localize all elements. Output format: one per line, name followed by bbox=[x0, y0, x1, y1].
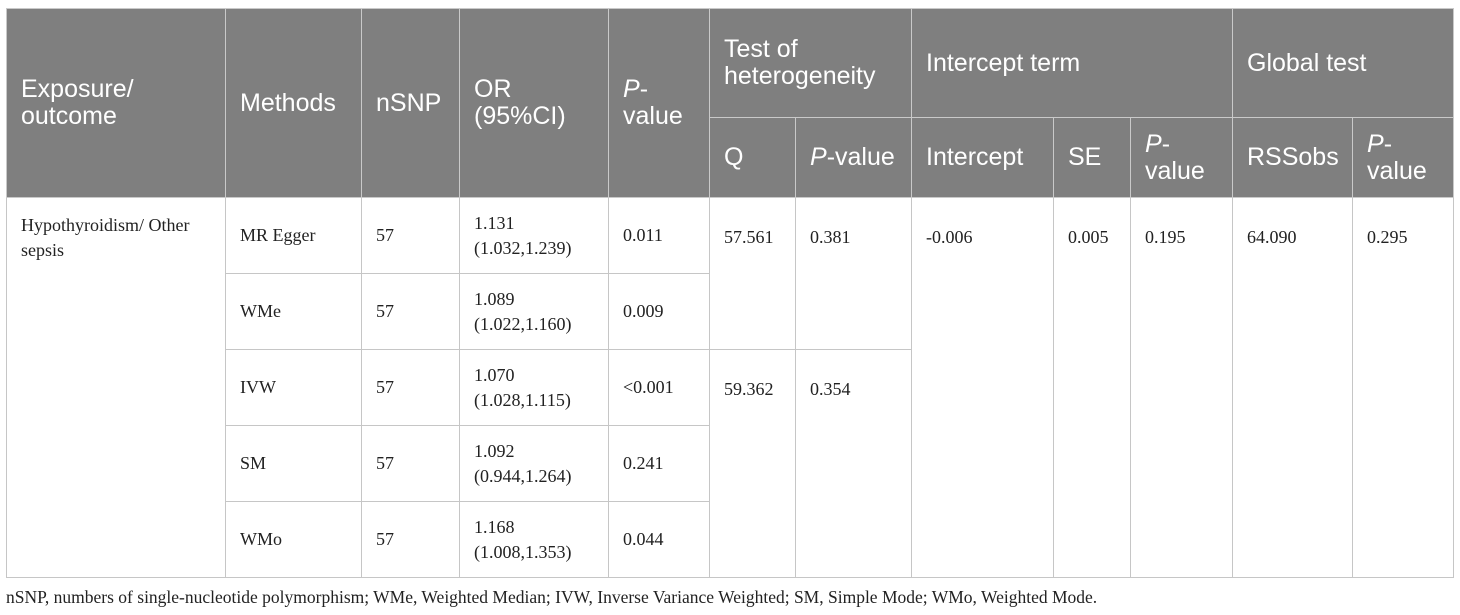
global-p-cell: 0.295 bbox=[1351, 197, 1455, 578]
mr-results-table: Exposure/ outcome Methods nSNP OR (95%CI… bbox=[6, 8, 1455, 578]
nsnp-cell: 57 bbox=[361, 273, 460, 350]
heterogeneity-p-cell: 0.354 bbox=[795, 349, 912, 578]
rssobs-cell: 64.090 bbox=[1232, 197, 1353, 578]
header-nsnp: nSNP bbox=[361, 8, 460, 198]
header-se: SE bbox=[1053, 117, 1131, 198]
table-wrapper: Exposure/ outcome Methods nSNP OR (95%CI… bbox=[6, 8, 1455, 578]
se-cell: 0.005 bbox=[1053, 197, 1131, 578]
table-footnote: nSNP, numbers of single-nucleotide polym… bbox=[6, 587, 1098, 607]
method-cell: IVW bbox=[225, 349, 362, 426]
table-row: SM 57 1.092 (0.944,1.264) 0.241 bbox=[7, 425, 1454, 502]
header-p-value: P-value bbox=[608, 8, 710, 198]
or-cell: 1.070 (1.028,1.115) bbox=[459, 349, 609, 426]
header-rssobs: RSSobs bbox=[1232, 117, 1353, 198]
p-value-cell: 0.009 bbox=[608, 273, 710, 350]
p-value-cell: <0.001 bbox=[608, 349, 710, 426]
or-cell: 1.131 (1.032,1.239) bbox=[459, 197, 609, 274]
header-methods: Methods bbox=[225, 8, 362, 198]
p-value-cell: 0.241 bbox=[608, 425, 710, 502]
header-or: OR (95%CI) bbox=[459, 8, 609, 198]
nsnp-cell: 57 bbox=[361, 425, 460, 502]
nsnp-cell: 57 bbox=[361, 197, 460, 274]
table-row: WMe 57 1.089 (1.022,1.160) 0.009 bbox=[7, 273, 1454, 350]
method-cell: SM bbox=[225, 425, 362, 502]
heterogeneity-q-cell: 57.561 bbox=[709, 197, 796, 350]
header-intercept: Intercept bbox=[911, 117, 1054, 198]
p-value-cell: 0.044 bbox=[608, 501, 710, 578]
header-intercept-term: Intercept term bbox=[911, 8, 1233, 118]
method-cell: WMe bbox=[225, 273, 362, 350]
intercept-cell: -0.006 bbox=[911, 197, 1054, 578]
heterogeneity-p-cell: 0.381 bbox=[795, 197, 912, 350]
heterogeneity-q-cell: 59.362 bbox=[709, 349, 796, 578]
p-value-cell: 0.011 bbox=[608, 197, 710, 274]
table-row: WMo 57 1.168 (1.008,1.353) 0.044 bbox=[7, 501, 1454, 578]
or-cell: 1.168 (1.008,1.353) bbox=[459, 501, 609, 578]
or-cell: 1.089 (1.022,1.160) bbox=[459, 273, 609, 350]
nsnp-cell: 57 bbox=[361, 501, 460, 578]
header-test-of-heterogeneity: Test of heterogeneity bbox=[709, 8, 912, 118]
header-global-p-value: P-value bbox=[1351, 117, 1455, 198]
exposure-outcome-cell: Hypothyroidism/ Other sepsis bbox=[6, 197, 226, 578]
table-row: IVW 57 1.070 (1.028,1.115) <0.001 59.362 … bbox=[7, 349, 1454, 578]
method-cell: WMo bbox=[225, 501, 362, 578]
nsnp-cell: 57 bbox=[361, 349, 460, 426]
table-row: Hypothyroidism/ Other sepsis MR Egger 57… bbox=[6, 197, 1455, 578]
intercept-p-cell: 0.195 bbox=[1130, 197, 1233, 578]
or-cell: 1.092 (0.944,1.264) bbox=[459, 425, 609, 502]
method-cell: MR Egger bbox=[225, 197, 362, 274]
header-heterogeneity-p-value: P-value bbox=[795, 117, 912, 198]
header-global-test: Global test bbox=[1231, 8, 1455, 118]
header-exposure-outcome: Exposure/ outcome bbox=[6, 8, 226, 198]
header-q: Q bbox=[709, 117, 796, 198]
header-intercept-p-value: P-value bbox=[1130, 117, 1233, 198]
